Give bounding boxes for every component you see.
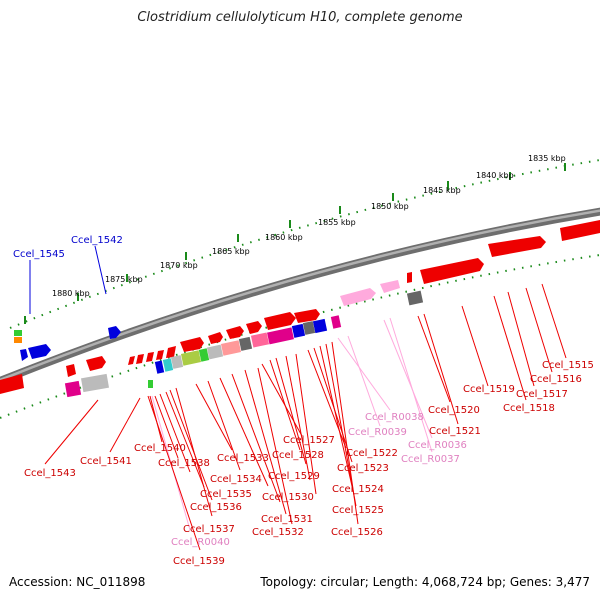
leader-lines: [29, 245, 567, 551]
gene-feature: [64, 380, 82, 398]
gene-label[interactable]: Ccel_1538: [158, 458, 210, 469]
gene-label[interactable]: Ccel_1530: [262, 492, 314, 503]
gene-feature: [238, 336, 253, 351]
gene-label[interactable]: Ccel_R0037: [401, 454, 460, 465]
highlight-feature: [20, 349, 28, 361]
scale-label: 1870 kbp: [160, 261, 198, 270]
cds-feature: [156, 350, 164, 360]
highlight-feature: [28, 344, 51, 359]
gene-label[interactable]: Ccel_1517: [516, 389, 568, 400]
gene-label[interactable]: Ccel_1529: [268, 471, 320, 482]
cds-feature: [0, 374, 24, 394]
forward-features: [0, 220, 600, 394]
cds-feature: [66, 364, 76, 377]
gene-label[interactable]: Ccel_1526: [331, 527, 383, 538]
major-ticks: [24, 163, 566, 324]
gene-feature: [14, 330, 22, 336]
gene-label[interactable]: Ccel_1542: [71, 235, 123, 246]
gene-feature: [148, 380, 153, 388]
cds-feature: [146, 352, 154, 362]
gene-label[interactable]: Ccel_1527: [283, 435, 335, 446]
gene-label[interactable]: Ccel_1541: [80, 456, 132, 467]
gene-label[interactable]: Ccel_1528: [272, 450, 324, 461]
cds-feature: [128, 356, 135, 365]
scale-label: 1845 kbp: [423, 186, 461, 195]
gene-label[interactable]: Ccel_1536: [190, 502, 242, 513]
scale-label: 1860 kbp: [265, 233, 303, 242]
scale-label: 1835 kbp: [528, 154, 566, 163]
cds-feature: [246, 321, 262, 334]
gene-feature: [198, 348, 210, 362]
gene-feature: [180, 350, 202, 366]
gene-label[interactable]: Ccel_1532: [252, 527, 304, 538]
gene-labels: Ccel_1545 Ccel_1542 Ccel_1543 Ccel_1541 …: [13, 235, 594, 567]
gene-feature: [302, 321, 316, 335]
gene-label[interactable]: Ccel_1535: [200, 489, 252, 500]
cds-feature: [264, 312, 296, 330]
cds-feature: [560, 220, 600, 241]
gene-label[interactable]: Ccel_1522: [346, 448, 398, 459]
gene-label[interactable]: Ccel_R0038: [365, 412, 424, 423]
page-title: Clostridium cellulolyticum H10, complete…: [137, 10, 463, 25]
gene-feature: [330, 315, 342, 329]
gene-label[interactable]: Ccel_1539: [173, 556, 225, 567]
gene-feature: [206, 344, 224, 360]
gene-label[interactable]: Ccel_1524: [332, 484, 384, 495]
cds-feature: [86, 356, 106, 371]
genome-summary-label: Topology: circular; Length: 4,068,724 bp…: [260, 575, 590, 589]
gene-label[interactable]: Ccel_1516: [530, 374, 582, 385]
cds-feature: [294, 309, 320, 323]
gene-label[interactable]: Ccel_1519: [463, 384, 515, 395]
cds-feature: [407, 272, 412, 283]
highlight-feature: [312, 318, 328, 334]
gene-feature: [220, 340, 242, 356]
gene-feature: [267, 327, 294, 345]
rna-feature: [380, 280, 400, 293]
gene-label[interactable]: Ccel_1537: [183, 524, 235, 535]
scale-label: 1840 kbp: [476, 171, 514, 180]
scale-label: 1875 kbp: [105, 275, 143, 284]
gene-feature: [250, 332, 270, 348]
scale-label: 1850 kbp: [371, 202, 409, 211]
gene-label[interactable]: Ccel_1545: [13, 249, 65, 260]
gene-label[interactable]: Ccel_1521: [429, 426, 481, 437]
cds-feature: [420, 258, 484, 284]
accession-label: Accession: NC_011898: [9, 575, 146, 589]
gene-feature: [162, 358, 174, 372]
cds-feature: [180, 337, 204, 352]
gene-label[interactable]: Ccel_R0036: [408, 440, 467, 451]
cds-feature: [226, 326, 244, 339]
gene-label[interactable]: Ccel_1523: [337, 463, 389, 474]
gene-label[interactable]: Ccel_1515: [542, 360, 594, 371]
gene-label[interactable]: Ccel_1543: [24, 468, 76, 479]
highlight-feature: [154, 360, 165, 374]
gene-label[interactable]: Ccel_1525: [332, 505, 384, 516]
reverse-features: [64, 315, 342, 398]
gene-feature: [80, 373, 110, 393]
scale-label: 1865 kbp: [212, 247, 250, 256]
gene-feature: [406, 290, 424, 306]
genome-backbone-highlight: [0, 209, 600, 382]
gene-label[interactable]: Ccel_1533: [217, 453, 269, 464]
gene-feature: [170, 355, 184, 369]
gene-label[interactable]: Ccel_1534: [210, 474, 262, 485]
gene-label[interactable]: Ccel_1531: [261, 514, 313, 525]
gene-feature: [14, 337, 22, 343]
gene-label[interactable]: Ccel_R0039: [348, 427, 407, 438]
gene-label[interactable]: Ccel_1518: [503, 403, 555, 414]
highlight-feature: [108, 326, 121, 339]
cds-feature: [166, 346, 176, 358]
scale-label: 1880 kbp: [52, 289, 90, 298]
gene-label[interactable]: Ccel_1520: [428, 405, 480, 416]
highlight-feature: [291, 323, 306, 338]
gene-label[interactable]: Ccel_1540: [134, 443, 186, 454]
gene-label[interactable]: Ccel_R0040: [171, 537, 230, 548]
rna-feature: [340, 288, 376, 306]
cds-feature: [488, 236, 546, 257]
cds-feature: [208, 332, 223, 344]
cds-feature: [136, 354, 144, 364]
scale-label: 1855 kbp: [318, 218, 356, 227]
